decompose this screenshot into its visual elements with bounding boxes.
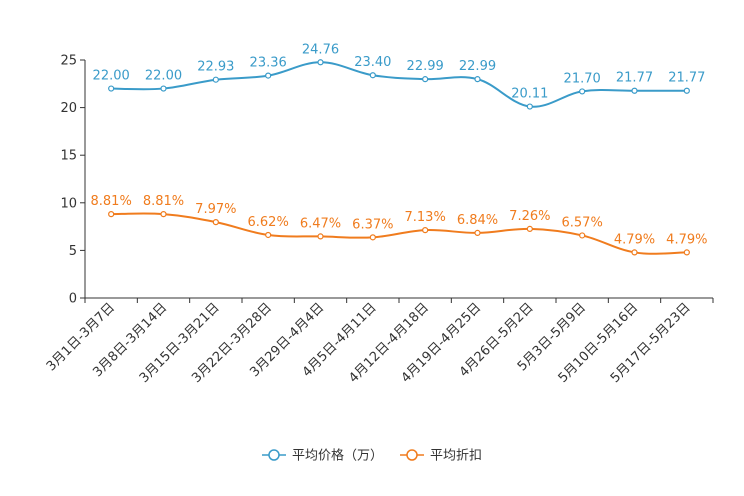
y-tick-label: 5 <box>69 244 77 259</box>
data-label: 23.40 <box>354 55 391 70</box>
data-label: 6.62% <box>248 215 289 230</box>
data-label: 6.57% <box>562 215 603 230</box>
data-label: 23.36 <box>250 56 287 71</box>
data-label: 22.99 <box>407 59 444 74</box>
legend-item-1[interactable]: 平均价格（万） <box>262 448 383 464</box>
data-label: 7.97% <box>195 202 236 217</box>
data-label: 6.47% <box>300 216 341 231</box>
data-label: 22.00 <box>145 69 182 84</box>
data-label: 8.81% <box>143 194 184 209</box>
series-1 <box>108 59 690 110</box>
data-point <box>212 219 219 226</box>
series-2 <box>108 211 690 256</box>
series-line <box>111 212 687 255</box>
data-point <box>474 229 481 236</box>
data-point <box>317 233 324 240</box>
data-point <box>683 249 690 256</box>
data-label: 4.79% <box>666 232 707 247</box>
data-point <box>631 87 638 94</box>
data-point <box>212 76 219 83</box>
y-tick-label: 25 <box>60 54 77 69</box>
data-point <box>631 249 638 256</box>
legend-marker-icon <box>406 449 418 461</box>
data-label: 21.70 <box>564 71 601 86</box>
legend-item-2[interactable]: 平均折扣 <box>400 449 482 464</box>
data-point <box>474 76 481 83</box>
data-label: 6.37% <box>352 217 393 232</box>
data-point <box>369 72 376 79</box>
data-point <box>108 85 115 92</box>
data-label: 8.81% <box>91 194 132 209</box>
y-tick-label: 10 <box>60 196 77 211</box>
data-point <box>422 227 429 234</box>
legend-label: 平均价格（万） <box>292 448 383 464</box>
data-label: 22.99 <box>459 59 496 74</box>
data-point <box>265 231 272 239</box>
data-label: 22.93 <box>197 60 234 75</box>
data-label: 22.00 <box>93 69 130 84</box>
data-point <box>317 59 324 66</box>
data-label: 20.11 <box>511 87 548 102</box>
data-point <box>369 234 376 241</box>
data-label: 21.77 <box>668 71 705 86</box>
legend-label: 平均折扣 <box>430 449 482 464</box>
data-label: 24.76 <box>302 42 339 57</box>
data-label: 6.84% <box>457 213 498 228</box>
data-point <box>526 225 533 232</box>
data-label: 7.26% <box>509 209 550 224</box>
y-tick-label: 0 <box>69 292 77 307</box>
data-label: 7.13% <box>405 210 446 225</box>
data-point <box>579 232 586 239</box>
legend-marker-icon <box>268 449 280 461</box>
data-label: 21.77 <box>616 71 653 86</box>
y-tick-label: 20 <box>60 101 77 116</box>
y-tick-label: 15 <box>60 149 77 164</box>
series-layer <box>108 59 690 256</box>
data-point <box>160 85 167 92</box>
data-label: 4.79% <box>614 232 655 247</box>
data-point <box>108 211 115 218</box>
data-point <box>526 103 533 110</box>
data-point <box>683 87 690 94</box>
data-point <box>160 211 167 218</box>
data-labels: 22.00 22.00 22.93 23.36 24.76 23.40 22.99 22.99… <box>91 42 708 247</box>
data-point <box>579 88 586 95</box>
legend[interactable]: 平均价格（万） 平均折扣 <box>262 448 482 464</box>
data-point <box>422 76 429 83</box>
data-point <box>265 72 272 79</box>
series-line <box>111 61 687 108</box>
